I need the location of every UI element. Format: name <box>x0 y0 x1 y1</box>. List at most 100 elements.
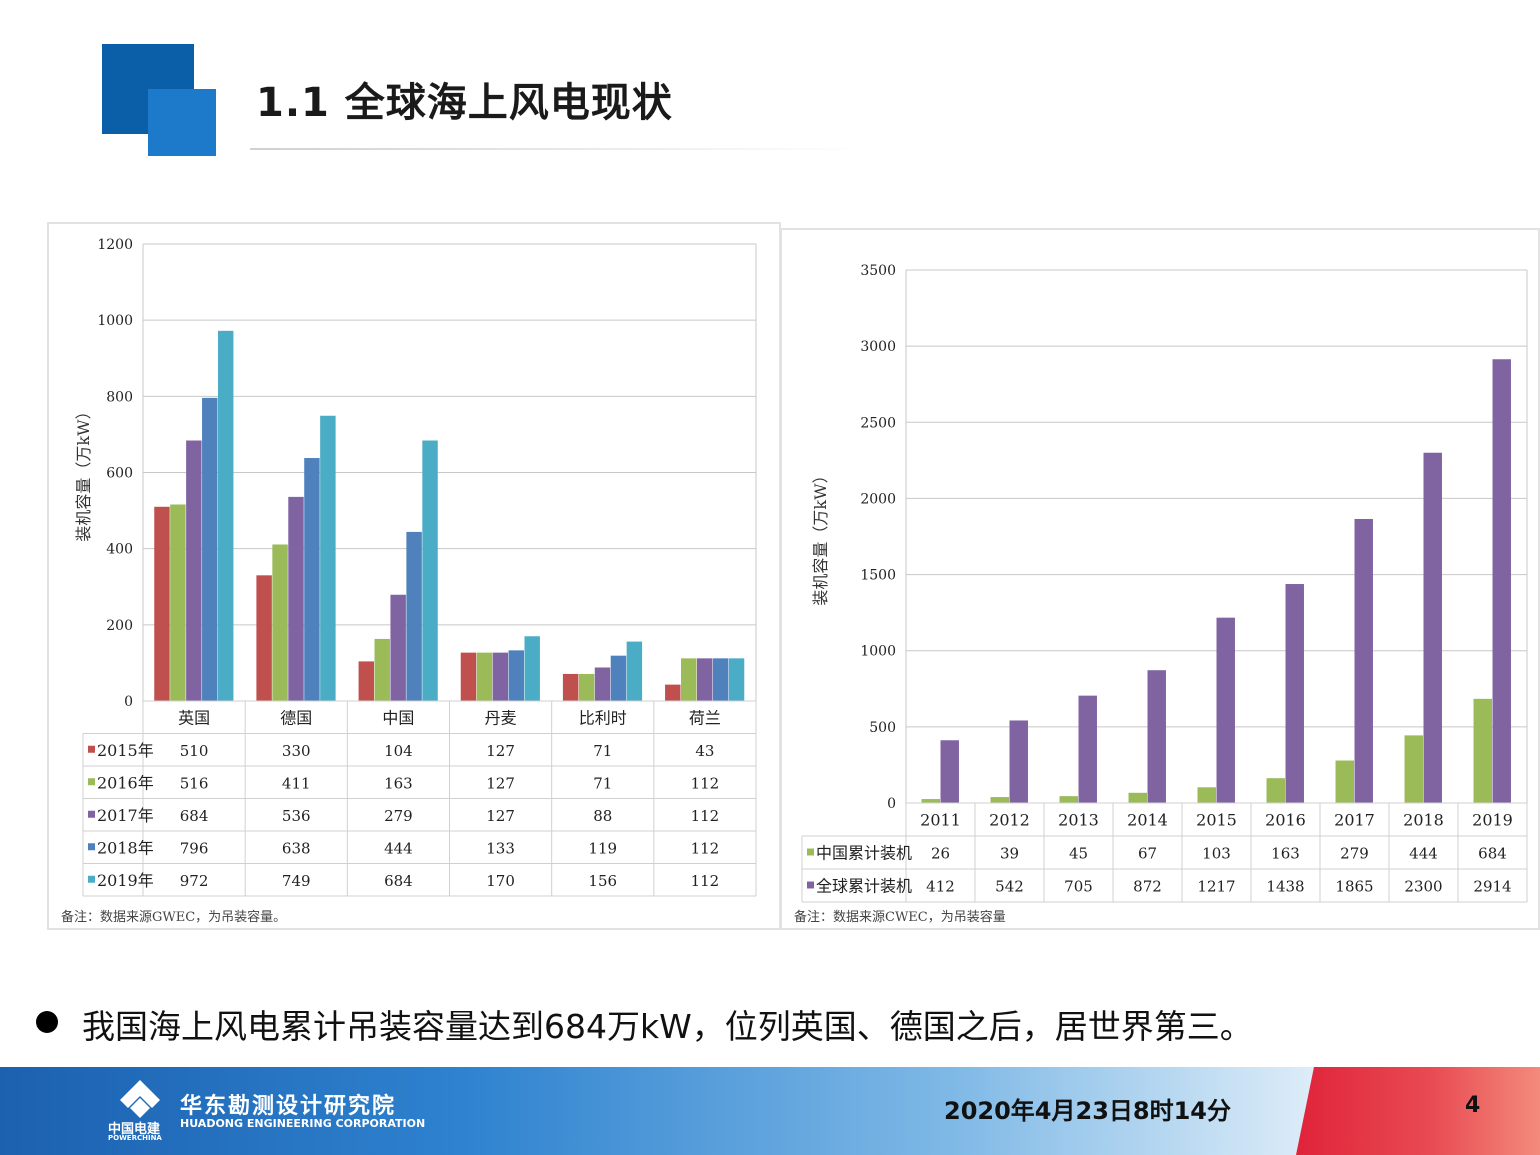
slide-title: 1.1 全球海上风电现状 <box>256 80 673 126</box>
table-value: 972 <box>180 872 209 890</box>
table-value: 67 <box>1138 845 1157 863</box>
bar <box>524 636 540 701</box>
legend-series-label: 2015年 <box>97 741 154 760</box>
legend-series-label: 2018年 <box>97 838 154 857</box>
organization-name-cn: 华东勘测设计研究院 <box>180 1094 397 1119</box>
table-value: 71 <box>593 742 612 760</box>
bar <box>460 652 477 701</box>
table-value: 705 <box>1064 878 1093 896</box>
bar <box>320 415 336 701</box>
table-value: 2300 <box>1404 878 1442 896</box>
category-label: 丹麦 <box>485 708 517 727</box>
bar <box>390 594 406 701</box>
y-tick-label: 0 <box>887 796 896 812</box>
footer-band <box>0 1067 1540 1155</box>
y-tick-label: 3500 <box>860 263 896 279</box>
bar <box>358 661 375 701</box>
bar <box>921 799 940 803</box>
table-value: 163 <box>384 774 413 792</box>
table-value: 88 <box>593 807 612 825</box>
table-value: 112 <box>691 872 720 890</box>
bullet-text: 我国海上风电累计吊装容量达到684万kW，位列英国、德国之后，居世界第三。 <box>82 1007 1253 1046</box>
bar <box>374 638 390 701</box>
bar <box>288 496 304 701</box>
bar <box>1423 452 1442 803</box>
table-value: 684 <box>384 872 413 890</box>
category-label: 2017 <box>1334 811 1375 830</box>
bar <box>1285 584 1304 803</box>
table-value: 127 <box>486 742 515 760</box>
bar <box>154 506 170 701</box>
category-label: 中国 <box>382 708 414 727</box>
bar <box>665 684 681 701</box>
table-value: 71 <box>593 774 612 792</box>
category-label: 德国 <box>280 708 312 727</box>
country-capacity-chart-svg: 0 200 400 600 800 1000 1200 装机容量（万kW） 英国 德国 中国 丹麦 比利… <box>74 237 757 897</box>
bar <box>1147 670 1166 803</box>
table-value: 411 <box>282 774 311 792</box>
y-tick-label: 2500 <box>860 415 896 431</box>
table-value: 112 <box>691 774 720 792</box>
bar <box>1335 760 1354 803</box>
legend-swatch <box>807 881 814 889</box>
table-value: 444 <box>384 839 413 857</box>
table-value: 279 <box>1340 845 1369 863</box>
y-tick-label: 2000 <box>860 491 896 507</box>
table-value: 330 <box>282 742 311 760</box>
bar <box>217 330 234 701</box>
cumulative-capacity-chart: 0 500 1000 1500 2000 2500 3000 3500 装机容量（万kW） 201… <box>780 228 1540 930</box>
table-value: 684 <box>1478 845 1507 863</box>
y-tick-label: 1000 <box>860 644 896 660</box>
bar <box>578 673 595 701</box>
bar <box>940 740 959 803</box>
table-value: 1438 <box>1266 878 1304 896</box>
table-value: 170 <box>486 872 515 890</box>
bar <box>1354 518 1373 803</box>
bar <box>1078 695 1097 803</box>
bar <box>610 655 627 701</box>
bar <box>256 575 272 701</box>
category-label: 2019 <box>1472 811 1513 830</box>
bar <box>681 658 697 701</box>
legend-series-label: 2017年 <box>97 806 154 825</box>
table-value: 163 <box>1271 845 1300 863</box>
table-value: 684 <box>180 807 209 825</box>
table-value: 156 <box>588 872 617 890</box>
table-value: 104 <box>384 742 413 760</box>
y-tick-label: 1200 <box>97 237 133 253</box>
y-tick-label: 3000 <box>860 339 896 355</box>
table-value: 444 <box>1409 845 1438 863</box>
table-value: 43 <box>695 742 714 760</box>
category-label: 2018 <box>1403 811 1444 830</box>
bar <box>1197 787 1216 803</box>
table-value: 542 <box>995 878 1024 896</box>
legend-swatch <box>88 843 95 851</box>
bar <box>186 440 202 701</box>
bar <box>476 652 493 701</box>
bar <box>728 658 745 701</box>
y-tick-label: 1500 <box>860 568 896 584</box>
y-tick-label: 600 <box>106 466 133 482</box>
y-tick-label: 1000 <box>97 313 133 329</box>
legend-series-label: 2019年 <box>97 871 154 890</box>
bar <box>508 650 524 701</box>
category-label: 2016 <box>1265 811 1306 830</box>
bar <box>1009 720 1028 803</box>
legend-swatch <box>88 875 95 883</box>
table-value: 536 <box>282 807 311 825</box>
organization-name-en: HUADONG ENGINEERING CORPORATION <box>180 1117 426 1130</box>
bar <box>712 658 729 701</box>
footer-datetime: 2020年4月23日8时14分 <box>944 1097 1231 1125</box>
y-tick-label: 800 <box>106 389 133 405</box>
category-label: 2013 <box>1058 811 1099 830</box>
bar <box>422 440 438 701</box>
bar <box>696 658 713 701</box>
y-axis-title: 装机容量（万kW） <box>811 467 830 605</box>
table-value: 412 <box>926 878 955 896</box>
table-value: 45 <box>1069 845 1088 863</box>
bullet-dot <box>36 1011 58 1033</box>
table-value: 133 <box>486 839 515 857</box>
table-value: 127 <box>486 807 515 825</box>
bar <box>1473 698 1492 803</box>
table-value: 749 <box>282 872 311 890</box>
